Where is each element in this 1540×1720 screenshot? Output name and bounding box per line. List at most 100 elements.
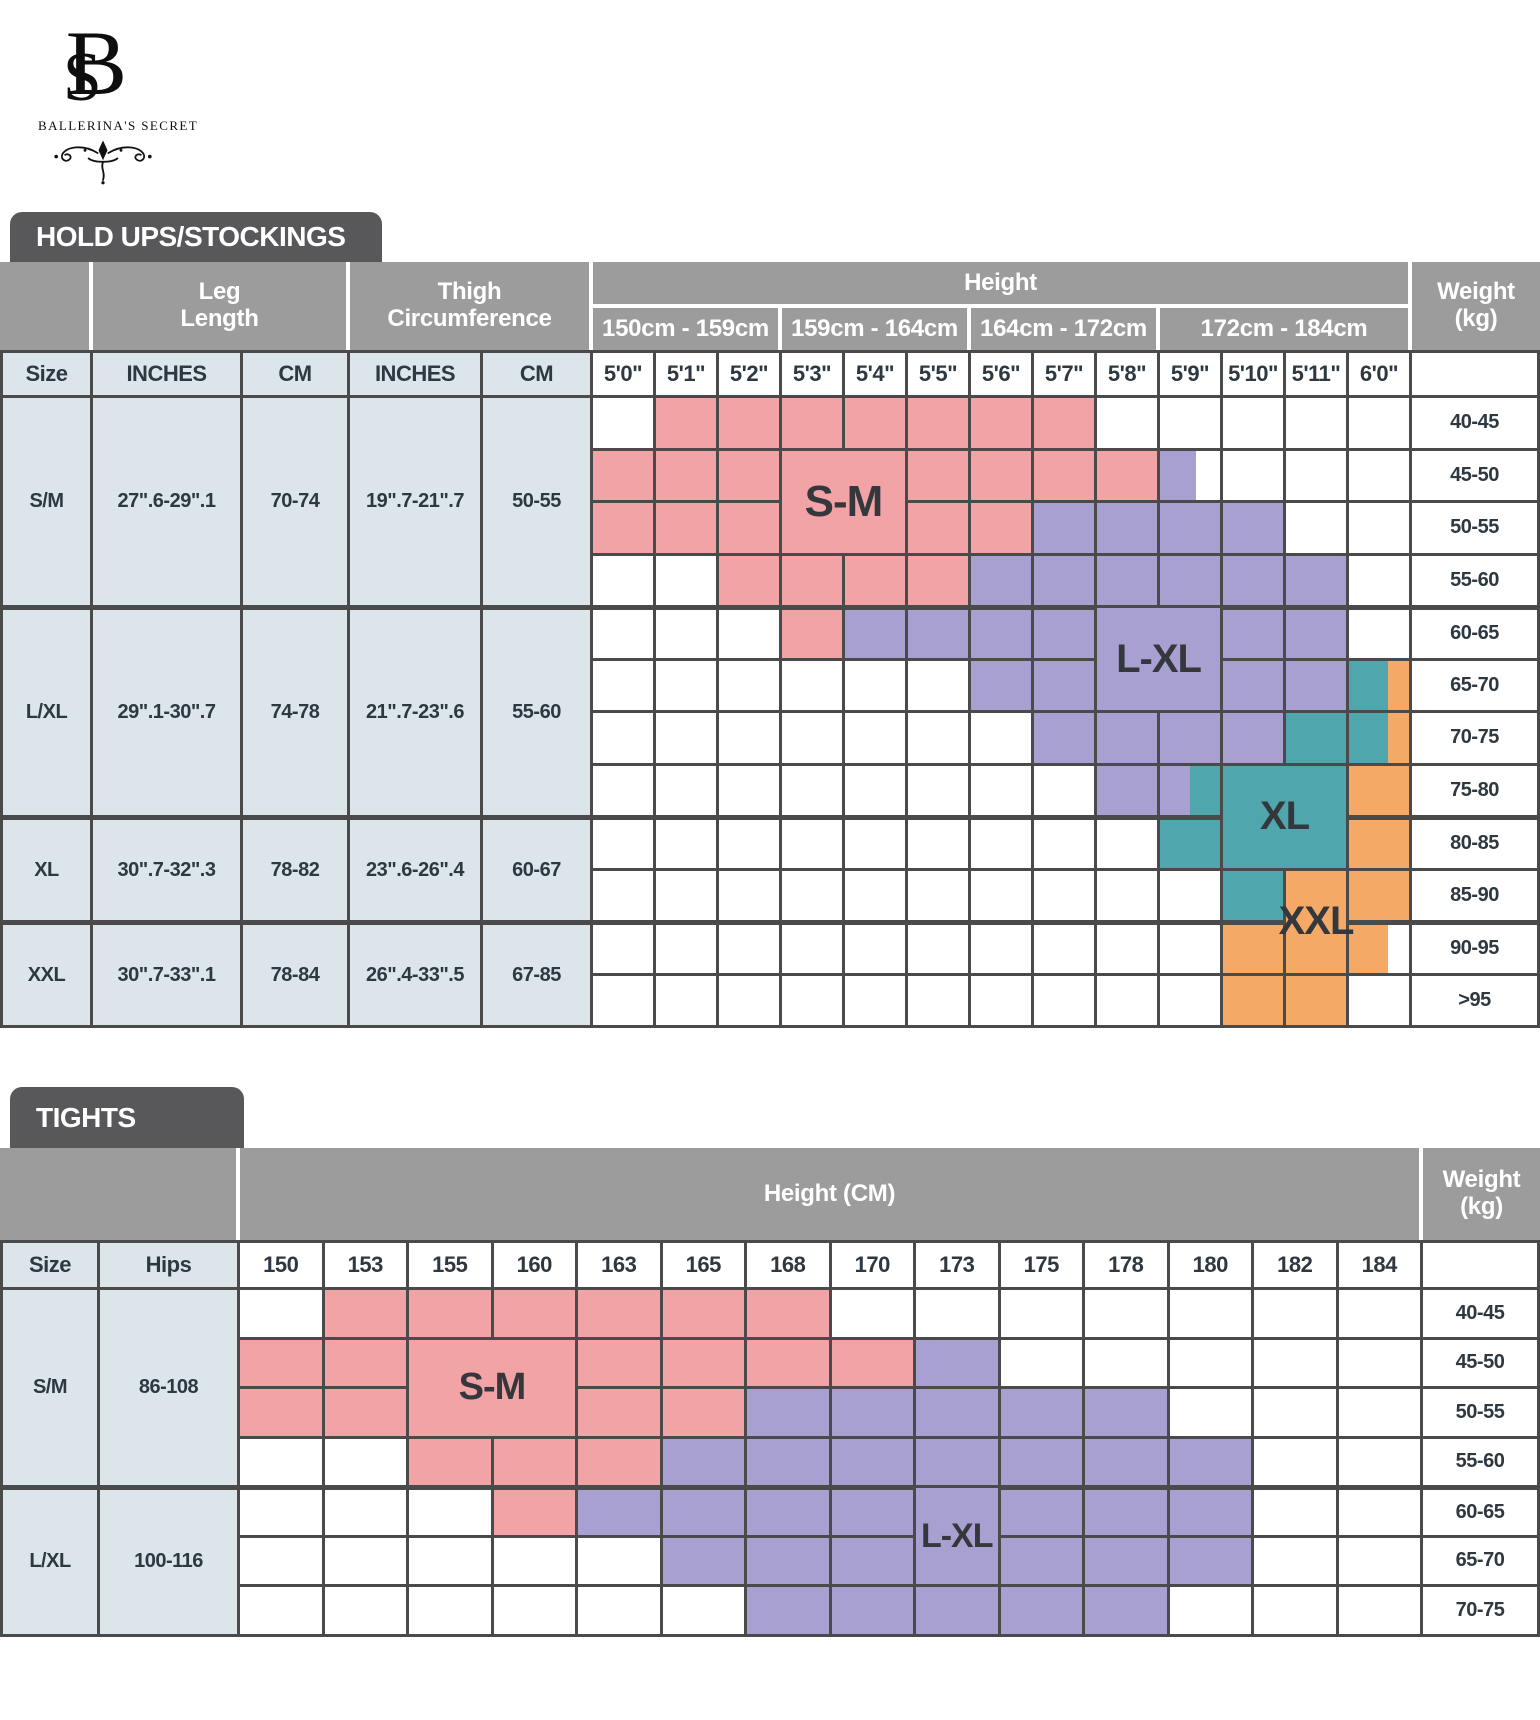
grid-cell xyxy=(845,555,908,608)
grid-cell xyxy=(1160,818,1223,871)
weight-column-spacer xyxy=(1412,350,1540,398)
thigh-cm-cell: 67-85 xyxy=(483,923,593,1028)
grid-cell xyxy=(578,1389,663,1439)
column-header: CM xyxy=(483,350,593,398)
grid-cell xyxy=(916,1438,1001,1488)
grid-cell xyxy=(324,1339,409,1389)
grid-cell xyxy=(1097,555,1160,608)
grid-cell xyxy=(747,1389,832,1439)
grid-cell xyxy=(908,923,971,976)
grid-cell xyxy=(845,818,908,871)
grid-cell xyxy=(908,975,971,1028)
height-column-header: 173 xyxy=(916,1240,1001,1290)
grid-cell xyxy=(719,870,782,923)
grid-cell xyxy=(1223,398,1286,451)
grid-cell xyxy=(1169,1438,1254,1488)
grid-cell xyxy=(409,1537,494,1587)
grid-cell xyxy=(1085,1438,1170,1488)
grid-cell xyxy=(1349,765,1412,818)
grid-cell xyxy=(1000,1339,1085,1389)
height-group-header: 164cm - 172cm xyxy=(971,308,1160,350)
grid-cell xyxy=(1338,1587,1423,1637)
height-column-header: 168 xyxy=(747,1240,832,1290)
grid-cell xyxy=(908,608,971,661)
flourish-icon xyxy=(54,140,152,185)
size-region-label: L-XL xyxy=(916,1488,1001,1587)
grid-cell xyxy=(747,1438,832,1488)
grid-cell xyxy=(409,1290,494,1340)
height-column-header: 5'0" xyxy=(593,350,656,398)
height-group-header: 150cm - 159cm xyxy=(593,308,782,350)
grid-cell xyxy=(1254,1587,1339,1637)
grid-cell xyxy=(1160,870,1223,923)
weight-cell: 40-45 xyxy=(1423,1290,1540,1340)
weight-cell: 70-75 xyxy=(1412,713,1540,766)
grid-cell xyxy=(908,713,971,766)
tab-holdups-stockings: HOLD UPS/STOCKINGS xyxy=(10,212,382,262)
height-column-header: 153 xyxy=(324,1240,409,1290)
height-column-header: 5'3" xyxy=(782,350,845,398)
grid-cell xyxy=(719,608,782,661)
height-column-header: 5'10" xyxy=(1223,350,1286,398)
height-header: Height (CM) xyxy=(240,1148,1423,1240)
grid-cell xyxy=(971,608,1034,661)
grid-cell xyxy=(1349,975,1412,1028)
grid-cell xyxy=(656,923,719,976)
grid-cell xyxy=(1000,1389,1085,1439)
grid-cell xyxy=(1169,1587,1254,1637)
grid-cell xyxy=(240,1587,325,1637)
grid-cell xyxy=(782,555,845,608)
grid-cell xyxy=(409,1488,494,1538)
grid-cell xyxy=(908,765,971,818)
weight-cell: 45-50 xyxy=(1412,450,1540,503)
height-column-header: 5'5" xyxy=(908,350,971,398)
grid-cell xyxy=(831,1389,916,1439)
height-column-header: 5'2" xyxy=(719,350,782,398)
grid-cell xyxy=(1097,450,1160,503)
size-cell: XL xyxy=(0,818,93,923)
grid-cell xyxy=(324,1438,409,1488)
grid-cell xyxy=(831,1537,916,1587)
grid-cell xyxy=(782,818,845,871)
size-region-label: S-M xyxy=(409,1339,578,1439)
grid-cell xyxy=(324,1488,409,1538)
grid-cell xyxy=(908,503,971,556)
weight-cell: 70-75 xyxy=(1423,1587,1540,1637)
weight-cell: 90-95 xyxy=(1412,923,1540,976)
grid-cell xyxy=(719,660,782,713)
grid-cell xyxy=(656,398,719,451)
size-region-label: XXL xyxy=(1279,870,1354,976)
leg-length-header: Leg Length xyxy=(93,262,350,350)
grid-cell xyxy=(656,608,719,661)
grid-cell xyxy=(845,975,908,1028)
column-header: CM xyxy=(243,350,350,398)
height-group-header: 172cm - 184cm xyxy=(1160,308,1412,350)
grid-cell xyxy=(1097,398,1160,451)
grid-cell xyxy=(656,713,719,766)
grid-cell xyxy=(908,818,971,871)
weight-cell: 55-60 xyxy=(1423,1438,1540,1488)
grid-cell xyxy=(1286,975,1349,1028)
grid-cell xyxy=(1349,555,1412,608)
grid-cell xyxy=(971,555,1034,608)
grid-cell xyxy=(1000,1438,1085,1488)
grid-cell xyxy=(593,555,656,608)
height-column-header: 160 xyxy=(493,1240,578,1290)
weight-column-spacer xyxy=(1423,1240,1540,1290)
weight-cell: 80-85 xyxy=(1412,818,1540,871)
grid-cell xyxy=(1097,503,1160,556)
grid-cell xyxy=(719,765,782,818)
grid-cell xyxy=(908,870,971,923)
grid-cell xyxy=(1223,713,1286,766)
height-column-header: 5'11" xyxy=(1286,350,1349,398)
grid-cell xyxy=(1034,870,1097,923)
grid-cell xyxy=(578,1537,663,1587)
grid-cell xyxy=(493,1438,578,1488)
grid-cell xyxy=(831,1587,916,1637)
weight-cell: 85-90 xyxy=(1412,870,1540,923)
hips-cell: 86-108 xyxy=(100,1290,240,1488)
grid-cell xyxy=(719,555,782,608)
grid-cell xyxy=(578,1488,663,1538)
height-column-header: 5'8" xyxy=(1097,350,1160,398)
weight-cell: 65-70 xyxy=(1423,1537,1540,1587)
